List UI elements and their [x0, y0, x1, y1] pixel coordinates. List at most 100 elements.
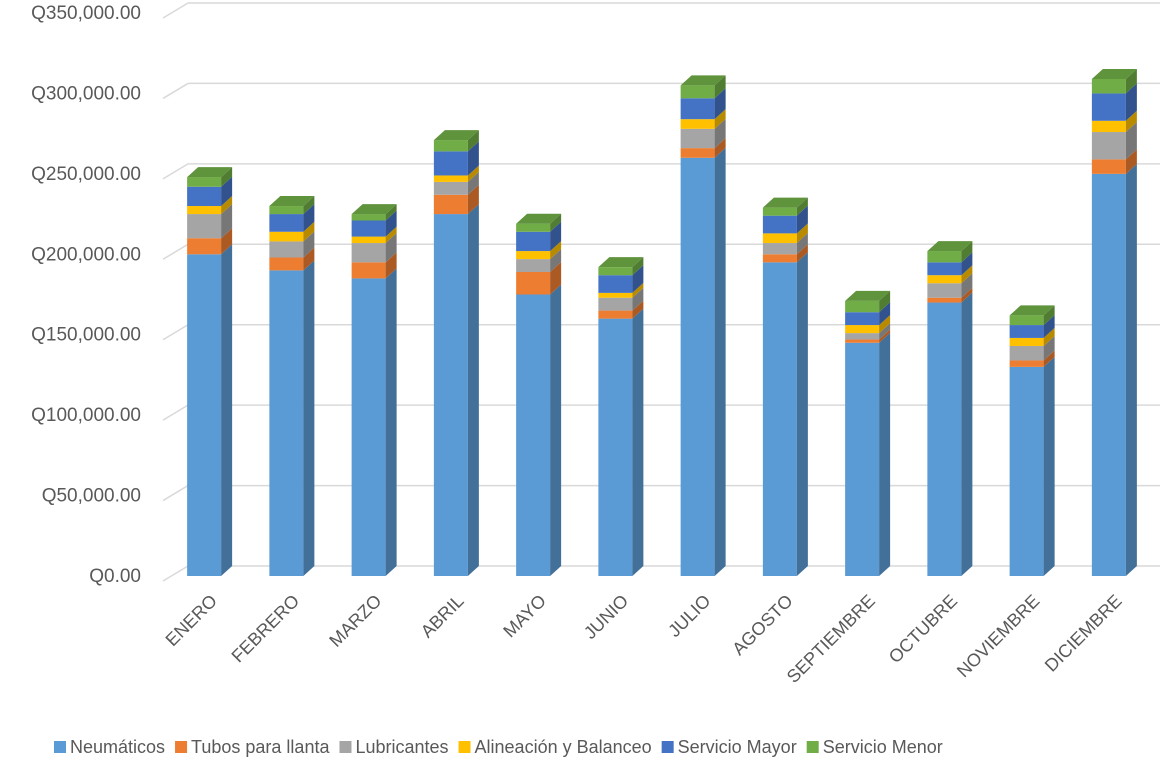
bar-segment-side: [632, 257, 644, 276]
bar-top-face: [351, 204, 397, 215]
bar-segment: [1091, 120, 1126, 133]
bar-segment: [598, 292, 633, 298]
bar-segment: [680, 85, 715, 99]
bar-segment: [680, 128, 715, 149]
bar-top-face: [1091, 68, 1137, 79]
bar-segment-side: [467, 130, 479, 152]
bar-segment: [1009, 315, 1044, 326]
bar-segment-side: [879, 329, 891, 343]
legend-item: Tubos para llanta: [175, 737, 330, 757]
x-tick-label: OCTUBRE: [885, 591, 961, 667]
bar-segment: [762, 262, 797, 576]
bar-top-face: [845, 290, 891, 301]
bar-segment: [187, 177, 222, 187]
bar-segment: [351, 243, 386, 263]
bar-segment-side: [221, 196, 233, 215]
y-tick-label: Q300,000.00: [31, 83, 141, 104]
bar-segment-side: [879, 323, 891, 340]
bar-segment: [845, 325, 880, 334]
bar-segment: [269, 241, 304, 258]
legend-label: Lubricantes: [355, 737, 448, 757]
legend-item: Lubricantes: [339, 737, 449, 757]
bar-segment: [516, 223, 551, 232]
bar-segment-side: [303, 204, 315, 232]
bar-segment: [269, 270, 304, 576]
bar-top-face: [1009, 305, 1055, 316]
bar-segment-side: [632, 265, 644, 293]
legend: Neumáticos Tubos para llanta Lubricantes Al…: [54, 737, 943, 757]
bar-segment: [1091, 93, 1126, 121]
bar-segment-side: [303, 196, 315, 215]
bar-segment: [927, 251, 962, 263]
bar-segment-side: [1125, 83, 1137, 121]
bar-segment-side: [221, 176, 233, 207]
bar-segment-side: [1125, 149, 1137, 174]
bar-segment-side: [221, 244, 233, 577]
bar-segment-side: [1043, 356, 1055, 576]
legend-label: Alineación y Balanceo: [475, 737, 652, 757]
gridline-side: [162, 484, 189, 502]
bar-segment-side: [385, 268, 397, 576]
bar-segment: [680, 148, 715, 158]
bar-segment: [516, 259, 551, 272]
bar-segment-side: [1125, 110, 1137, 133]
legend-swatch: [661, 741, 674, 753]
bar-segment-side: [632, 282, 644, 298]
legend-swatch: [175, 741, 188, 753]
legend-label: Neumáticos: [70, 737, 165, 757]
gridline-side: [162, 404, 189, 421]
gridline-side: [162, 163, 189, 180]
bar-segment: [351, 220, 386, 237]
bar-segment-side: [796, 233, 808, 255]
bar-segment: [433, 194, 468, 215]
bar-segment-side: [796, 205, 808, 234]
bar-segment-side: [632, 308, 644, 576]
bar-segment: [598, 275, 633, 293]
legend-swatch: [806, 741, 819, 753]
bar-segment-side: [385, 252, 397, 279]
y-tick-label: Q50,000.00: [42, 486, 141, 507]
bar-top-face: [598, 257, 644, 268]
bar-top-face: [516, 213, 562, 224]
bar-segment: [680, 98, 715, 120]
x-axis-labels: ENERO FEBRERO MARZO ABRIL MAYO JUNIO JULIO AGOS…: [162, 591, 1126, 687]
bar-segment-side: [385, 233, 397, 263]
bar-segment: [927, 302, 962, 576]
bar-segment-side: [879, 290, 891, 313]
bar-segment-side: [961, 241, 973, 263]
bar-segment: [433, 151, 468, 176]
bar-segment: [516, 251, 551, 260]
bar-segment-side: [961, 287, 973, 303]
bar-segment: [1091, 78, 1126, 94]
bar-segment: [433, 214, 468, 577]
gridline-side: [162, 324, 189, 341]
x-tick-label: FEBRERO: [228, 591, 304, 667]
bar-segment: [1009, 325, 1044, 338]
legend-swatch: [54, 741, 66, 753]
bar-segment: [927, 275, 962, 284]
bar-segment: [762, 233, 797, 244]
bar-stack-marzo: [351, 204, 397, 576]
x-tick-label: DICIEMBRE: [1041, 591, 1126, 676]
bar-segment-side: [714, 75, 726, 99]
bar-segment-side: [467, 204, 479, 577]
bar-segment: [680, 157, 715, 576]
bar-segment: [433, 181, 468, 195]
bar-segment-side: [961, 292, 973, 576]
bar-segment: [598, 310, 633, 319]
bar-stack-enero: [187, 167, 233, 577]
bar-segment-side: [632, 287, 644, 311]
bar-segment: [1009, 337, 1044, 346]
bar-top-face: [927, 241, 973, 252]
bar-segment-side: [303, 221, 315, 242]
bar-segment-side: [467, 141, 479, 176]
bar-segment: [187, 214, 222, 239]
bar-segment: [516, 294, 551, 576]
bar-segment: [269, 214, 304, 232]
gridline-side: [162, 565, 189, 582]
bar-segment-side: [550, 213, 562, 232]
bar-segment-side: [1043, 315, 1055, 338]
bar-stack-septiembre: [845, 290, 891, 576]
bar-segment-side: [796, 252, 808, 577]
